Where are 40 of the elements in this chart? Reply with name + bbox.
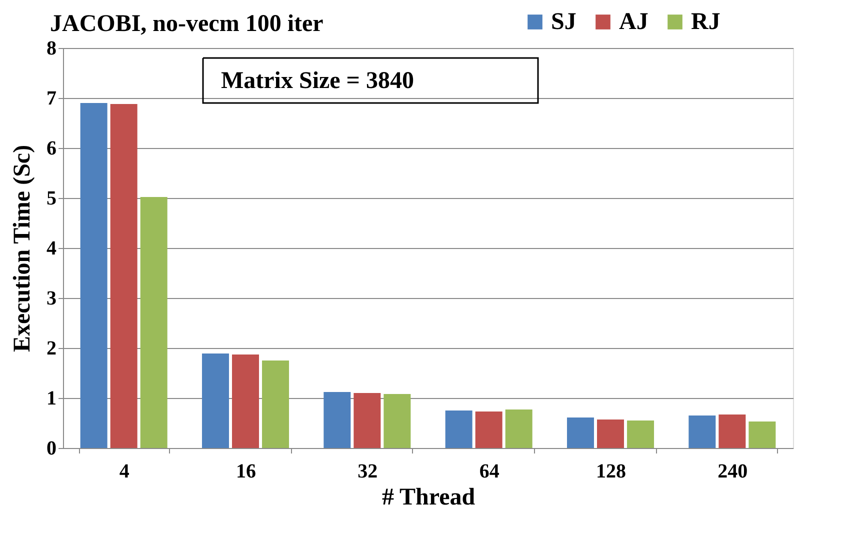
x-axis-title: # Thread <box>382 484 476 510</box>
bar <box>140 197 168 448</box>
bar <box>627 420 654 448</box>
legend-label: RJ <box>691 9 720 35</box>
y-tick-label: 6 <box>46 138 56 160</box>
y-tick-label: 2 <box>46 338 56 360</box>
bar <box>262 360 290 448</box>
y-tick-label: 4 <box>46 238 56 260</box>
bar <box>718 414 746 448</box>
bar <box>475 412 502 448</box>
bar <box>505 410 532 448</box>
y-tick-label: 1 <box>46 388 56 410</box>
bar <box>597 420 624 448</box>
bar <box>445 410 472 448</box>
legend-label: AJ <box>619 9 648 35</box>
bar <box>354 393 381 448</box>
bar <box>202 354 229 448</box>
bar <box>384 394 411 448</box>
bar <box>748 422 776 448</box>
x-tick-label: 240 <box>718 460 748 482</box>
y-tick-label: 3 <box>46 288 56 310</box>
x-tick-label: 4 <box>119 460 130 482</box>
x-tick-label: 16 <box>236 460 256 482</box>
y-tick-label: 7 <box>46 88 56 110</box>
x-tick-label: 64 <box>479 460 500 482</box>
x-tick-label: 128 <box>596 460 626 482</box>
y-tick-label: 0 <box>46 438 56 460</box>
bar <box>80 103 108 448</box>
legend-label: SJ <box>551 9 576 35</box>
y-tick-label: 8 <box>46 38 56 60</box>
y-axis-title: Execution Time (Sc) <box>10 144 36 352</box>
bar <box>566 418 594 448</box>
chart-title: JACOBI, no-vecm 100 iter <box>50 11 324 37</box>
annotation: Matrix Size = 3840 <box>221 68 414 94</box>
bar <box>688 416 716 448</box>
y-tick-label: 5 <box>46 188 56 210</box>
bar <box>110 104 138 448</box>
x-tick-label: 32 <box>358 460 378 482</box>
bar <box>324 392 351 448</box>
bar <box>232 354 259 448</box>
